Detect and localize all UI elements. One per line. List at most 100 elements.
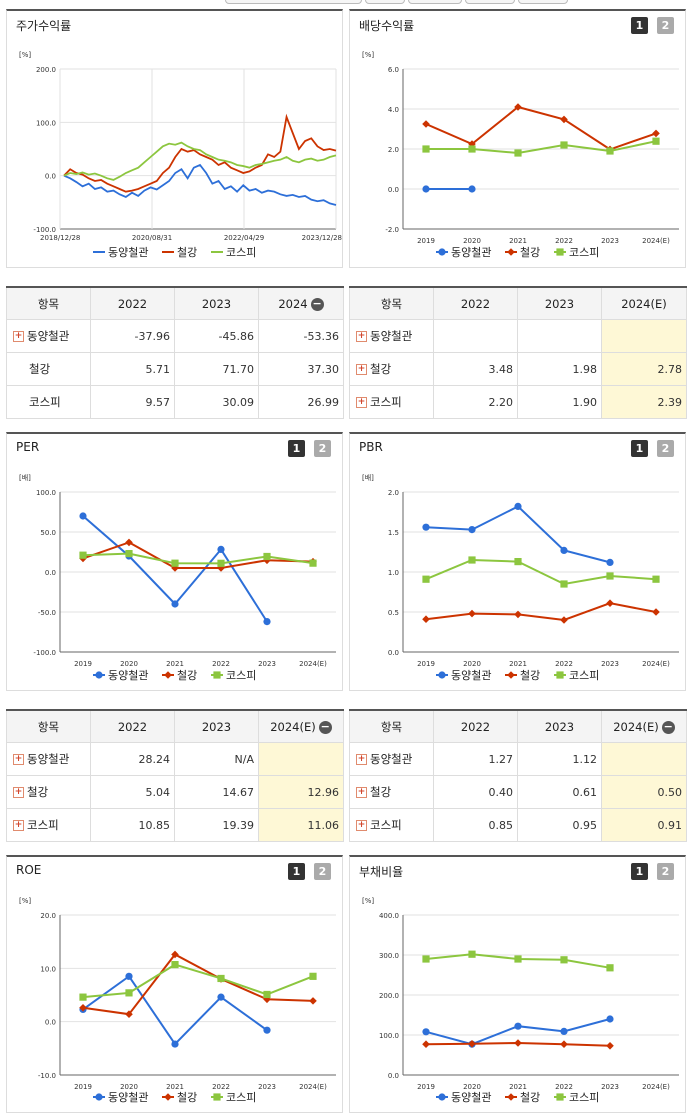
data-point [560,580,568,588]
toolbar-button[interactable] [408,0,462,4]
series-line [63,113,337,193]
table-cell: -37.96 [90,319,175,353]
y-tick-label: 0.5 [388,609,399,617]
data-point [556,248,564,256]
data-point [164,1093,172,1101]
y-tick-label: 4.0 [388,106,399,114]
x-tick-label: 2024(E) [642,1083,670,1091]
page-1-button[interactable]: 1 [631,863,648,880]
x-tick-label: 2020 [463,237,481,245]
data-point [422,523,430,531]
y-tick-label: -100.0 [33,226,56,234]
table-cell: 9.57 [90,385,175,419]
x-tick-label: 2021 [509,1083,527,1091]
panel-title: PBR [359,440,383,454]
expand-icon[interactable]: + [356,820,367,831]
page-2-button[interactable]: 2 [657,863,674,880]
series-line [82,541,314,570]
data-point [79,512,87,520]
per-chart: [배] 100.0 50.0 0.0 -50.0 -100.0 2019 2020 2021 20… [19,473,336,682]
data-point [514,1022,522,1030]
expand-icon[interactable]: + [13,787,24,798]
data-point [79,551,87,559]
data-point [125,550,133,558]
page-2-button[interactable]: 2 [657,440,674,457]
dividend-table: 항목 2022 2023 2024(E) + 동양철관 + 철강 3.48 1.98… [349,286,687,419]
legend-label: 코스피 [226,669,256,682]
data-point [79,1004,87,1012]
data-point [263,618,271,626]
series-line [63,141,337,181]
dividend-chart: [%] 6.0 4.0 2.0 0.0 -2.0 2019 2020 2021 2022 2023 2… [362,51,679,259]
data-point [606,1015,614,1023]
toolbar-button[interactable] [225,0,362,4]
y-tick-label: 400.0 [379,912,399,920]
collapse-icon[interactable]: − [310,296,324,311]
stock-return-table: 항목 2022 2023 2024− + 동양철관 -37.96 -45.86 -… [6,286,344,419]
series-line [82,552,314,565]
per-table: 항목 2022 2023 2024(E) − + 동양철관 28.24 N/A + 철… [6,709,344,842]
table-cell: 0.50 [601,775,687,809]
data-point [125,972,133,980]
expand-icon[interactable]: + [356,331,367,342]
expand-icon[interactable]: + [356,397,367,408]
collapse-icon[interactable]: − [661,719,675,734]
data-point [468,1040,476,1048]
legend-label: 철강 [520,1091,540,1104]
y-tick-label: 50.0 [40,529,56,537]
data-point [652,129,660,138]
row-name: 동양철관 [370,329,413,343]
col-header-label: 2024 [278,296,308,311]
data-point [652,137,660,145]
expand-icon[interactable]: + [13,754,24,765]
data-point [606,1042,614,1050]
page-1-button[interactable]: 1 [288,440,305,457]
expand-icon[interactable]: + [356,364,367,375]
y-tick-label: 200.0 [36,66,56,74]
y-tick-label: 100.0 [36,489,56,497]
table-cell: 5.04 [90,775,175,809]
data-point [125,989,133,997]
row-name: 철강 [29,362,51,376]
data-point [213,1093,221,1101]
table-cell: 19.39 [174,808,259,842]
toolbar-button[interactable] [365,0,405,4]
expand-icon[interactable]: + [356,787,367,798]
col-header: 2023 [174,286,259,320]
page-1-button[interactable]: 1 [631,17,648,34]
x-tick-label: 2020/08/31 [132,234,172,242]
page-1-button[interactable]: 1 [288,863,305,880]
data-point [171,600,179,608]
y-tick-label: 20.0 [40,912,56,920]
page-2-button[interactable]: 2 [314,863,331,880]
x-tick-label: 2020 [463,660,481,668]
toolbar-button[interactable] [518,0,568,4]
page-2-button[interactable]: 2 [314,440,331,457]
table-cell: 10.85 [90,808,175,842]
collapse-icon[interactable]: − [318,719,332,734]
row-name-cell: + 철강 [349,352,434,386]
row-name: 동양철관 [27,329,70,343]
data-point [263,990,271,999]
panel-title: 배당수익률 [359,19,415,33]
col-header: 2023 [174,709,259,743]
y-tick-label: 100.0 [379,1032,399,1040]
data-point [309,559,317,567]
row-name: 철강 [370,785,392,799]
toolbar-button[interactable] [465,0,515,4]
expand-icon[interactable]: + [356,754,367,765]
page-1-button[interactable]: 1 [631,440,648,457]
legend-label: 철강 [520,669,540,682]
legend-label: 코스피 [226,1091,256,1104]
table-cell: 2.78 [601,352,687,386]
data-point [438,671,446,679]
row-name-cell: + 동양철관 [6,319,91,353]
expand-icon[interactable]: + [13,820,24,831]
x-tick-label: 2022 [555,237,573,245]
col-header: 2023 [517,709,602,743]
x-tick-label: 2020 [120,660,138,668]
data-point [652,575,660,583]
page-2-button[interactable]: 2 [657,17,674,34]
expand-icon[interactable]: + [13,331,24,342]
x-tick-label: 2019 [74,1083,92,1091]
